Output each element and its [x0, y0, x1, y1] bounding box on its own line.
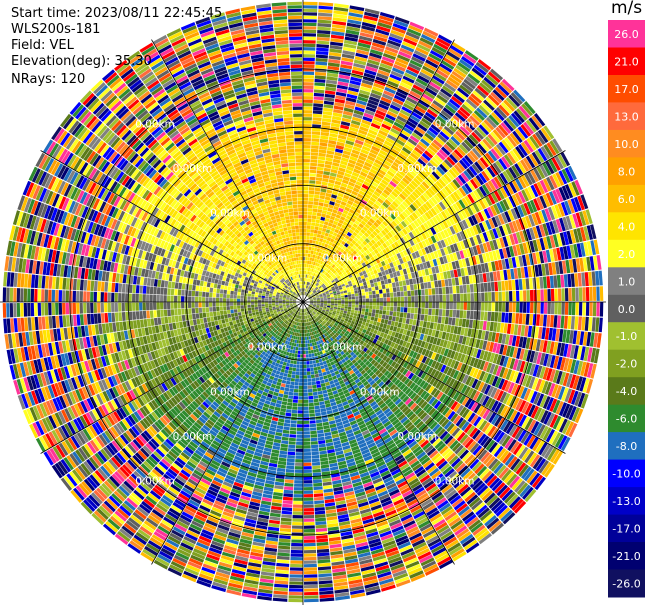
colorbar-segment: [608, 267, 645, 296]
colorbar-tick-label: -2.0: [616, 358, 637, 371]
colorbar-tick-label: 2.0: [618, 248, 636, 261]
colorbar-segment: [608, 212, 645, 241]
colorbar-segment: [608, 239, 645, 268]
range-ring-label: 0.00km: [323, 252, 363, 264]
colorbar-tick-label: -26.0: [612, 578, 640, 591]
colorbar-segment: [608, 514, 645, 543]
range-ring-label: 0.00km: [210, 208, 250, 220]
colorbar-tick-label: 0.0: [618, 303, 636, 316]
range-ring-label: 0.00km: [323, 342, 363, 354]
colorbar-segment: [608, 47, 645, 76]
colorbar-tick-label: -1.0: [616, 330, 637, 343]
colorbar-segment: [608, 487, 645, 516]
colorbar-tick-label: -30.0: [612, 599, 640, 607]
colorbar-tick-label: -8.0: [616, 440, 637, 453]
colorbar-segment: [608, 349, 645, 378]
range-ring-label: 0.00km: [397, 163, 437, 175]
range-ring-label: 0.00km: [135, 476, 175, 488]
colorbar-segment: [608, 569, 645, 598]
colorbar-tick-label: 1.0: [618, 275, 636, 288]
colorbar-segment: [608, 432, 645, 461]
range-ring-label: 0.00km: [360, 208, 400, 220]
range-ring-label: 0.00km: [360, 386, 400, 398]
colorbar: 26.0 21.0 17.0 13.0 10.0 8.0 6.0 4.0 2.0 1.0 0.0 -1…: [608, 20, 645, 607]
colorbar-segment: [608, 459, 645, 488]
colorbar-tick-label: 13.0: [614, 110, 639, 123]
start-time-label: Start time: 2023/08/11 22:45:45: [11, 6, 223, 21]
range-ring-label: 0.00km: [173, 431, 213, 443]
colorbar-tick-label: 26.0: [614, 28, 639, 41]
range-ring-label: 0.00km: [135, 119, 175, 131]
colorbar-tick-label: 6.0: [618, 193, 636, 206]
range-ring-label: 0.00km: [173, 163, 213, 175]
colorbar-segment: [608, 129, 645, 158]
colorbar-tick-label: -6.0: [616, 413, 637, 426]
range-ring-grid: [0, 0, 606, 605]
colorbar-tick-label: -10.0: [612, 468, 640, 481]
range-ring-label: 0.00km: [210, 386, 250, 398]
field-label: Field: VEL: [11, 38, 74, 53]
colorbar-tick-label: 4.0: [618, 220, 636, 233]
range-ring-label: 0.00km: [248, 342, 288, 354]
colorbar-tick-label: -13.0: [612, 495, 640, 508]
colorbar-segment: [608, 294, 645, 323]
colorbar-segment: [608, 157, 645, 186]
colorbar-tick-label: 21.0: [614, 56, 639, 69]
colorbar-segment: [608, 20, 645, 48]
colorbar-tick-label: -21.0: [612, 550, 640, 563]
colorbar-segment: [608, 184, 645, 213]
colorbar-tick-label: -4.0: [616, 385, 637, 398]
nrays-label: NRays: 120: [11, 72, 86, 87]
colorbar-segment: [608, 404, 645, 433]
colorbar-segment: [608, 322, 645, 351]
colorbar-tick-label: 17.0: [614, 83, 639, 96]
elevation-label: Elevation(deg): 35.30: [11, 54, 152, 69]
colorbar-segment: [608, 75, 645, 103]
colorbar-tick-label: 10.0: [614, 138, 639, 151]
colorbar-segment: [608, 377, 645, 406]
colorbar-tick-label: -17.0: [612, 523, 640, 536]
colorbar-unit: m/s: [611, 0, 643, 18]
instrument-label: WLS200s-181: [11, 22, 101, 37]
range-ring-label: 0.00km: [435, 476, 475, 488]
range-ring-label: 0.00km: [435, 119, 475, 131]
range-ring-labels: 0.00km 0.00km 0.00km 0.00km 0.00km 0.00km 0.00…: [135, 119, 474, 488]
range-ring-label: 0.00km: [397, 431, 437, 443]
range-ring-label: 0.00km: [248, 252, 288, 264]
colorbar-segment: [608, 542, 645, 570]
colorbar-tick-label: 8.0: [618, 165, 636, 178]
radar-gates: [2, 1, 604, 603]
colorbar-segment: [608, 102, 645, 131]
